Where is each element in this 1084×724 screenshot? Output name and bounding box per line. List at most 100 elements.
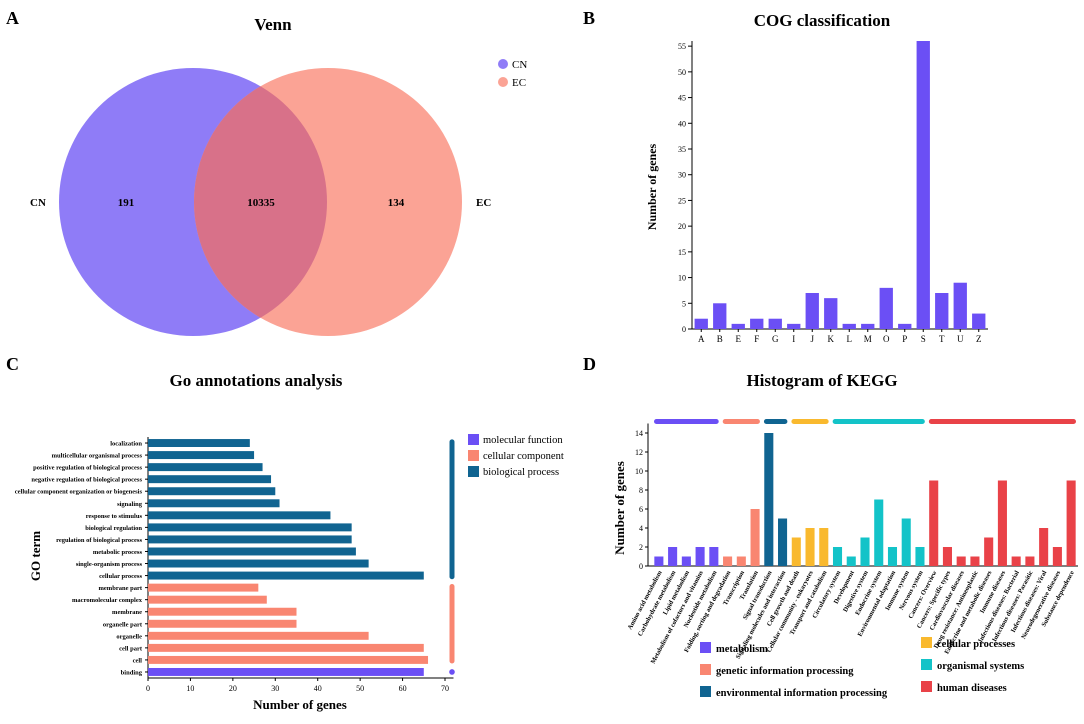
kegg-bar [984, 537, 994, 566]
venn-legend-label-cn: CN [512, 59, 527, 71]
go-y-tick-label: cellular component organization or bioge… [15, 489, 143, 496]
kegg-title: Histogram of KEGG [746, 371, 897, 390]
go-group-indicator-mf [449, 669, 455, 675]
go-y-tick-label: negative regulation of biological proces… [31, 477, 142, 484]
kegg-group-indicator-met [654, 419, 719, 424]
panel-label-a: A [6, 8, 19, 28]
kegg-legend-label-eip: environmental information processing [716, 688, 888, 699]
cog-bar [731, 323, 745, 329]
go-y-tick-label: signaling [117, 501, 143, 508]
cog-x-tick-label: A [698, 334, 705, 344]
kegg-group-indicator-eip [763, 419, 788, 424]
cog-x-tick-label: I [792, 334, 795, 344]
go-legend-label-mf: molecular function [483, 435, 563, 446]
go-y-tick-label: binding [121, 669, 143, 676]
cog-bar [916, 41, 930, 329]
go-x-axis-label: Number of genes [253, 697, 347, 712]
go-legend-label-cc: cellular component [483, 451, 564, 462]
kegg-y-axis-label: Number of genes [612, 461, 627, 555]
go-y-tick-label: macromolecular complex [72, 597, 143, 604]
cog-y-tick-label: 55 [678, 42, 686, 51]
kegg-legend-swatch-met [700, 642, 711, 653]
cog-bars [694, 41, 986, 329]
cog-x-tick-label: L [847, 334, 853, 344]
venn-count-cn-only: 191 [118, 197, 135, 209]
go-y-tick-label: positive regulation of biological proces… [33, 465, 142, 472]
go-group-indicator-cc [449, 584, 455, 664]
kegg-y-tick-label: 12 [635, 448, 643, 457]
go-y-tick-label: membrane [112, 609, 142, 616]
go-y-axis-label: GO term [28, 531, 43, 581]
kegg-bar [764, 433, 774, 566]
kegg-legend-swatch-hd [921, 681, 932, 692]
kegg-bar [970, 556, 980, 566]
cog-panel: COG classification Number of genes 0 5 10 1… [645, 11, 988, 344]
cog-x-tick-label: K [828, 334, 835, 344]
go-bar [148, 631, 369, 640]
kegg-legend-swatch-cp [921, 637, 932, 648]
go-bar [148, 547, 356, 556]
cog-bar [824, 298, 838, 329]
kegg-bar [695, 547, 705, 566]
kegg-bars [654, 433, 1076, 566]
kegg-bar [805, 528, 815, 566]
go-x-tick-label: 50 [356, 684, 364, 693]
go-y-tick-label: response to stimulus [86, 513, 143, 520]
kegg-bar [1066, 480, 1076, 566]
kegg-legend-label-os: organismal systems [937, 661, 1024, 672]
go-y-tick-label: metabolic process [93, 549, 143, 556]
cog-y-tick-label: 5 [682, 299, 686, 308]
go-y-tick-label: cell part [119, 645, 143, 652]
cog-x-tick-label: F [754, 334, 759, 344]
venn-label-cn: CN [30, 197, 46, 209]
cog-x-tick-label: J [810, 334, 814, 344]
cog-y-tick-label: 45 [678, 94, 686, 103]
kegg-y-tick-label: 0 [639, 562, 643, 571]
cog-y-tick-label: 30 [678, 171, 686, 180]
kegg-legend-label-met: metabolism [716, 644, 768, 655]
go-bar [148, 523, 352, 532]
kegg-bar [874, 499, 884, 566]
panel-label-b: B [583, 8, 595, 28]
kegg-group-indicator-os [832, 419, 925, 424]
kegg-y-tick-label: 14 [635, 429, 643, 438]
cog-bar [879, 287, 893, 329]
cog-y-tick-label: 50 [678, 68, 686, 77]
kegg-group-indicators [654, 419, 1076, 424]
kegg-y-tick-label: 4 [639, 524, 643, 533]
go-bars [148, 439, 429, 676]
kegg-legend-swatch-eip [700, 686, 711, 697]
kegg-bar [791, 537, 801, 566]
kegg-y-tick-label: 6 [639, 505, 643, 514]
go-title: Go annotations analysis [170, 371, 343, 390]
cog-x-tick-label: O [883, 334, 890, 344]
go-x-tick-label: 20 [229, 684, 237, 693]
kegg-bar [997, 480, 1007, 566]
go-group-indicator-bp [449, 439, 455, 580]
go-bar [148, 643, 424, 652]
venn-count-ec-only: 134 [388, 197, 405, 209]
kegg-bar [942, 547, 952, 566]
kegg-y-tick-label: 8 [639, 486, 643, 495]
panel-label-d: D [583, 354, 596, 374]
cog-y-tick-label: 10 [678, 274, 686, 283]
cog-bar [768, 318, 782, 329]
go-y-tick-label: single-organism process [76, 561, 143, 568]
go-bar [148, 511, 331, 520]
go-bar [148, 439, 250, 448]
go-bar [148, 499, 280, 508]
cog-bar [750, 318, 764, 329]
venn-panel: Venn CN EC 191 10335 134 CN EC [30, 15, 527, 336]
go-y-tick-label: localization [110, 441, 142, 448]
kegg-bar [929, 480, 939, 566]
go-bar [148, 583, 259, 592]
go-x-tick-label: 10 [186, 684, 194, 693]
venn-overlap [194, 68, 327, 336]
go-x-tick-label: 40 [314, 684, 322, 693]
kegg-bar [860, 537, 870, 566]
go-x-tick-label: 30 [271, 684, 279, 693]
go-bar [148, 463, 263, 472]
go-bar [148, 607, 297, 616]
